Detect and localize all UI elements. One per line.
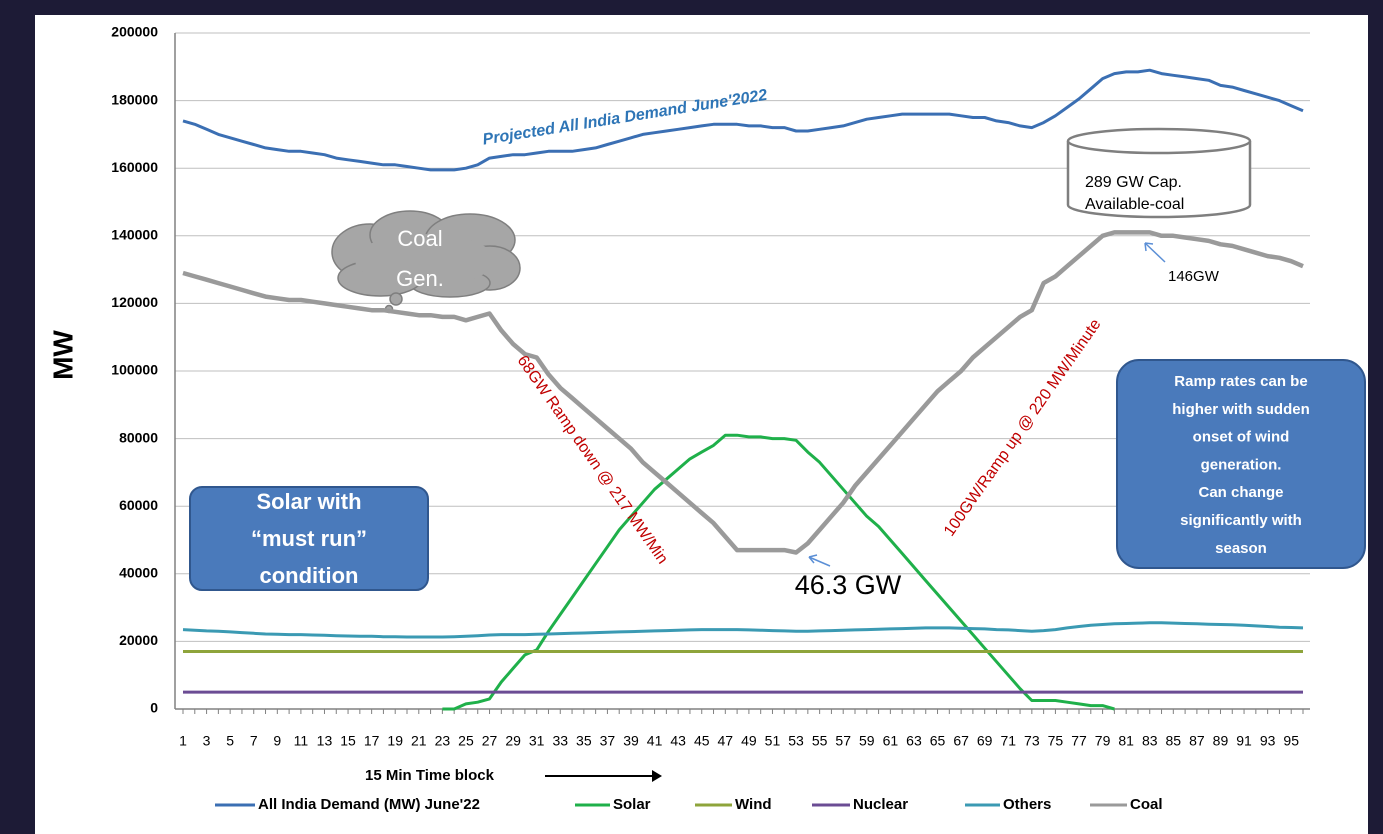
x-tick-label: 65 xyxy=(930,733,946,749)
x-tick-label: 73 xyxy=(1024,733,1040,749)
annotation: generation. xyxy=(1201,456,1282,473)
y-tick-label: 0 xyxy=(150,700,158,716)
annotation: season xyxy=(1215,540,1267,557)
y-tick-label: 40000 xyxy=(119,565,158,581)
x-tick-label: 51 xyxy=(765,733,781,749)
x-tick-label: 25 xyxy=(458,733,474,749)
y-tick-label: 20000 xyxy=(119,632,158,648)
y-tick-label: 100000 xyxy=(111,362,158,378)
series-line xyxy=(182,621,1304,639)
x-tick-label: 21 xyxy=(411,733,427,749)
x-tick-label: 89 xyxy=(1213,733,1229,749)
x-tick-label: 33 xyxy=(552,733,568,749)
annotation: higher with sudden xyxy=(1172,401,1310,418)
arrow xyxy=(1144,242,1166,263)
x-tick-label: 1 xyxy=(179,733,187,749)
x-tick-label: 67 xyxy=(953,733,969,749)
legend-label: All India Demand (MW) June'22 xyxy=(258,796,480,813)
legend-label: Wind xyxy=(735,796,772,813)
annotation-shapes xyxy=(189,127,1366,782)
ramp-box xyxy=(1116,359,1366,569)
series-line xyxy=(182,230,1304,555)
x-tick-label: 5 xyxy=(226,733,234,749)
annotation: 146GW xyxy=(1168,268,1220,285)
x-tick-label: 49 xyxy=(741,733,757,749)
x-tick-label: 39 xyxy=(623,733,639,749)
legend-label: Nuclear xyxy=(853,796,908,813)
annotation: significantly with xyxy=(1180,512,1302,529)
x-tick-label: 47 xyxy=(718,733,734,749)
x-tick-label: 43 xyxy=(670,733,686,749)
y-tick-label: 160000 xyxy=(111,159,158,175)
x-tick-label: 17 xyxy=(364,733,380,749)
annotation: condition xyxy=(260,563,359,588)
x-arrow-head xyxy=(652,770,662,782)
x-tick-label: 37 xyxy=(600,733,616,749)
x-tick-label: 9 xyxy=(273,733,281,749)
y-tick-label: 200000 xyxy=(111,24,158,40)
arrow xyxy=(808,556,831,567)
series-line xyxy=(182,68,1304,172)
x-tick-label: 7 xyxy=(250,733,258,749)
annotation: “must run” xyxy=(251,526,367,551)
x-tick-label: 35 xyxy=(576,733,592,749)
y-axis-title: MW xyxy=(47,330,78,380)
y-tick-label: 80000 xyxy=(119,429,158,445)
x-tick-label: 13 xyxy=(317,733,333,749)
x-axis-title: 15 Min Time block xyxy=(365,767,495,784)
x-tick-label: 83 xyxy=(1142,733,1158,749)
arrow-head xyxy=(1144,242,1154,252)
x-tick-label: 41 xyxy=(647,733,663,749)
x-tick-label: 87 xyxy=(1189,733,1205,749)
cylinder xyxy=(1066,127,1252,219)
x-tick-label: 23 xyxy=(435,733,451,749)
x-tick-label: 61 xyxy=(883,733,899,749)
x-tick-label: 75 xyxy=(1048,733,1064,749)
y-tick-label: 140000 xyxy=(111,227,158,243)
y-tick-label: 180000 xyxy=(111,91,158,107)
x-tick-label: 91 xyxy=(1236,733,1252,749)
x-tick-label: 69 xyxy=(977,733,993,749)
x-tick-label: 95 xyxy=(1283,733,1299,749)
x-tick-label: 55 xyxy=(812,733,828,749)
legend-label: Solar xyxy=(613,796,651,813)
x-tick-label: 27 xyxy=(482,733,498,749)
x-tick-label: 59 xyxy=(859,733,875,749)
solar-box xyxy=(189,486,429,591)
annotation: 289 GW Cap. xyxy=(1085,174,1182,191)
x-tick-label: 11 xyxy=(294,733,309,749)
x-tick-label: 19 xyxy=(387,733,403,749)
annotation: 46.3 GW xyxy=(795,570,902,600)
x-tick-label: 85 xyxy=(1166,733,1182,749)
cloud xyxy=(331,210,521,314)
x-tick-label: 45 xyxy=(694,733,710,749)
x-tick-label: 53 xyxy=(788,733,804,749)
x-tick-label: 3 xyxy=(203,733,211,749)
annotation: Coal xyxy=(397,226,442,251)
x-tick-label: 77 xyxy=(1071,733,1087,749)
x-tick-label: 81 xyxy=(1118,733,1134,749)
legend-label: Coal xyxy=(1130,796,1163,813)
series-line xyxy=(442,433,1115,711)
x-tick-label: 31 xyxy=(529,733,545,749)
x-tick-label: 57 xyxy=(835,733,851,749)
y-tick-label: 60000 xyxy=(119,497,158,513)
annotation: onset of wind xyxy=(1193,429,1290,446)
annotation: Gen. xyxy=(396,266,444,291)
arrow-head xyxy=(808,554,818,564)
annotation: Can change xyxy=(1198,484,1283,501)
annotation: Solar with xyxy=(256,489,361,514)
x-tick-label: 15 xyxy=(340,733,356,749)
x-tick-label: 79 xyxy=(1095,733,1111,749)
x-tick-label: 71 xyxy=(1000,733,1016,749)
x-tick-label: 29 xyxy=(505,733,521,749)
x-tick-label: 93 xyxy=(1260,733,1276,749)
y-tick-label: 120000 xyxy=(111,294,158,310)
x-tick-label: 63 xyxy=(906,733,922,749)
legend-label: Others xyxy=(1003,796,1051,813)
annotation: Available-coal xyxy=(1085,196,1184,213)
annotation: Ramp rates can be xyxy=(1174,373,1307,390)
